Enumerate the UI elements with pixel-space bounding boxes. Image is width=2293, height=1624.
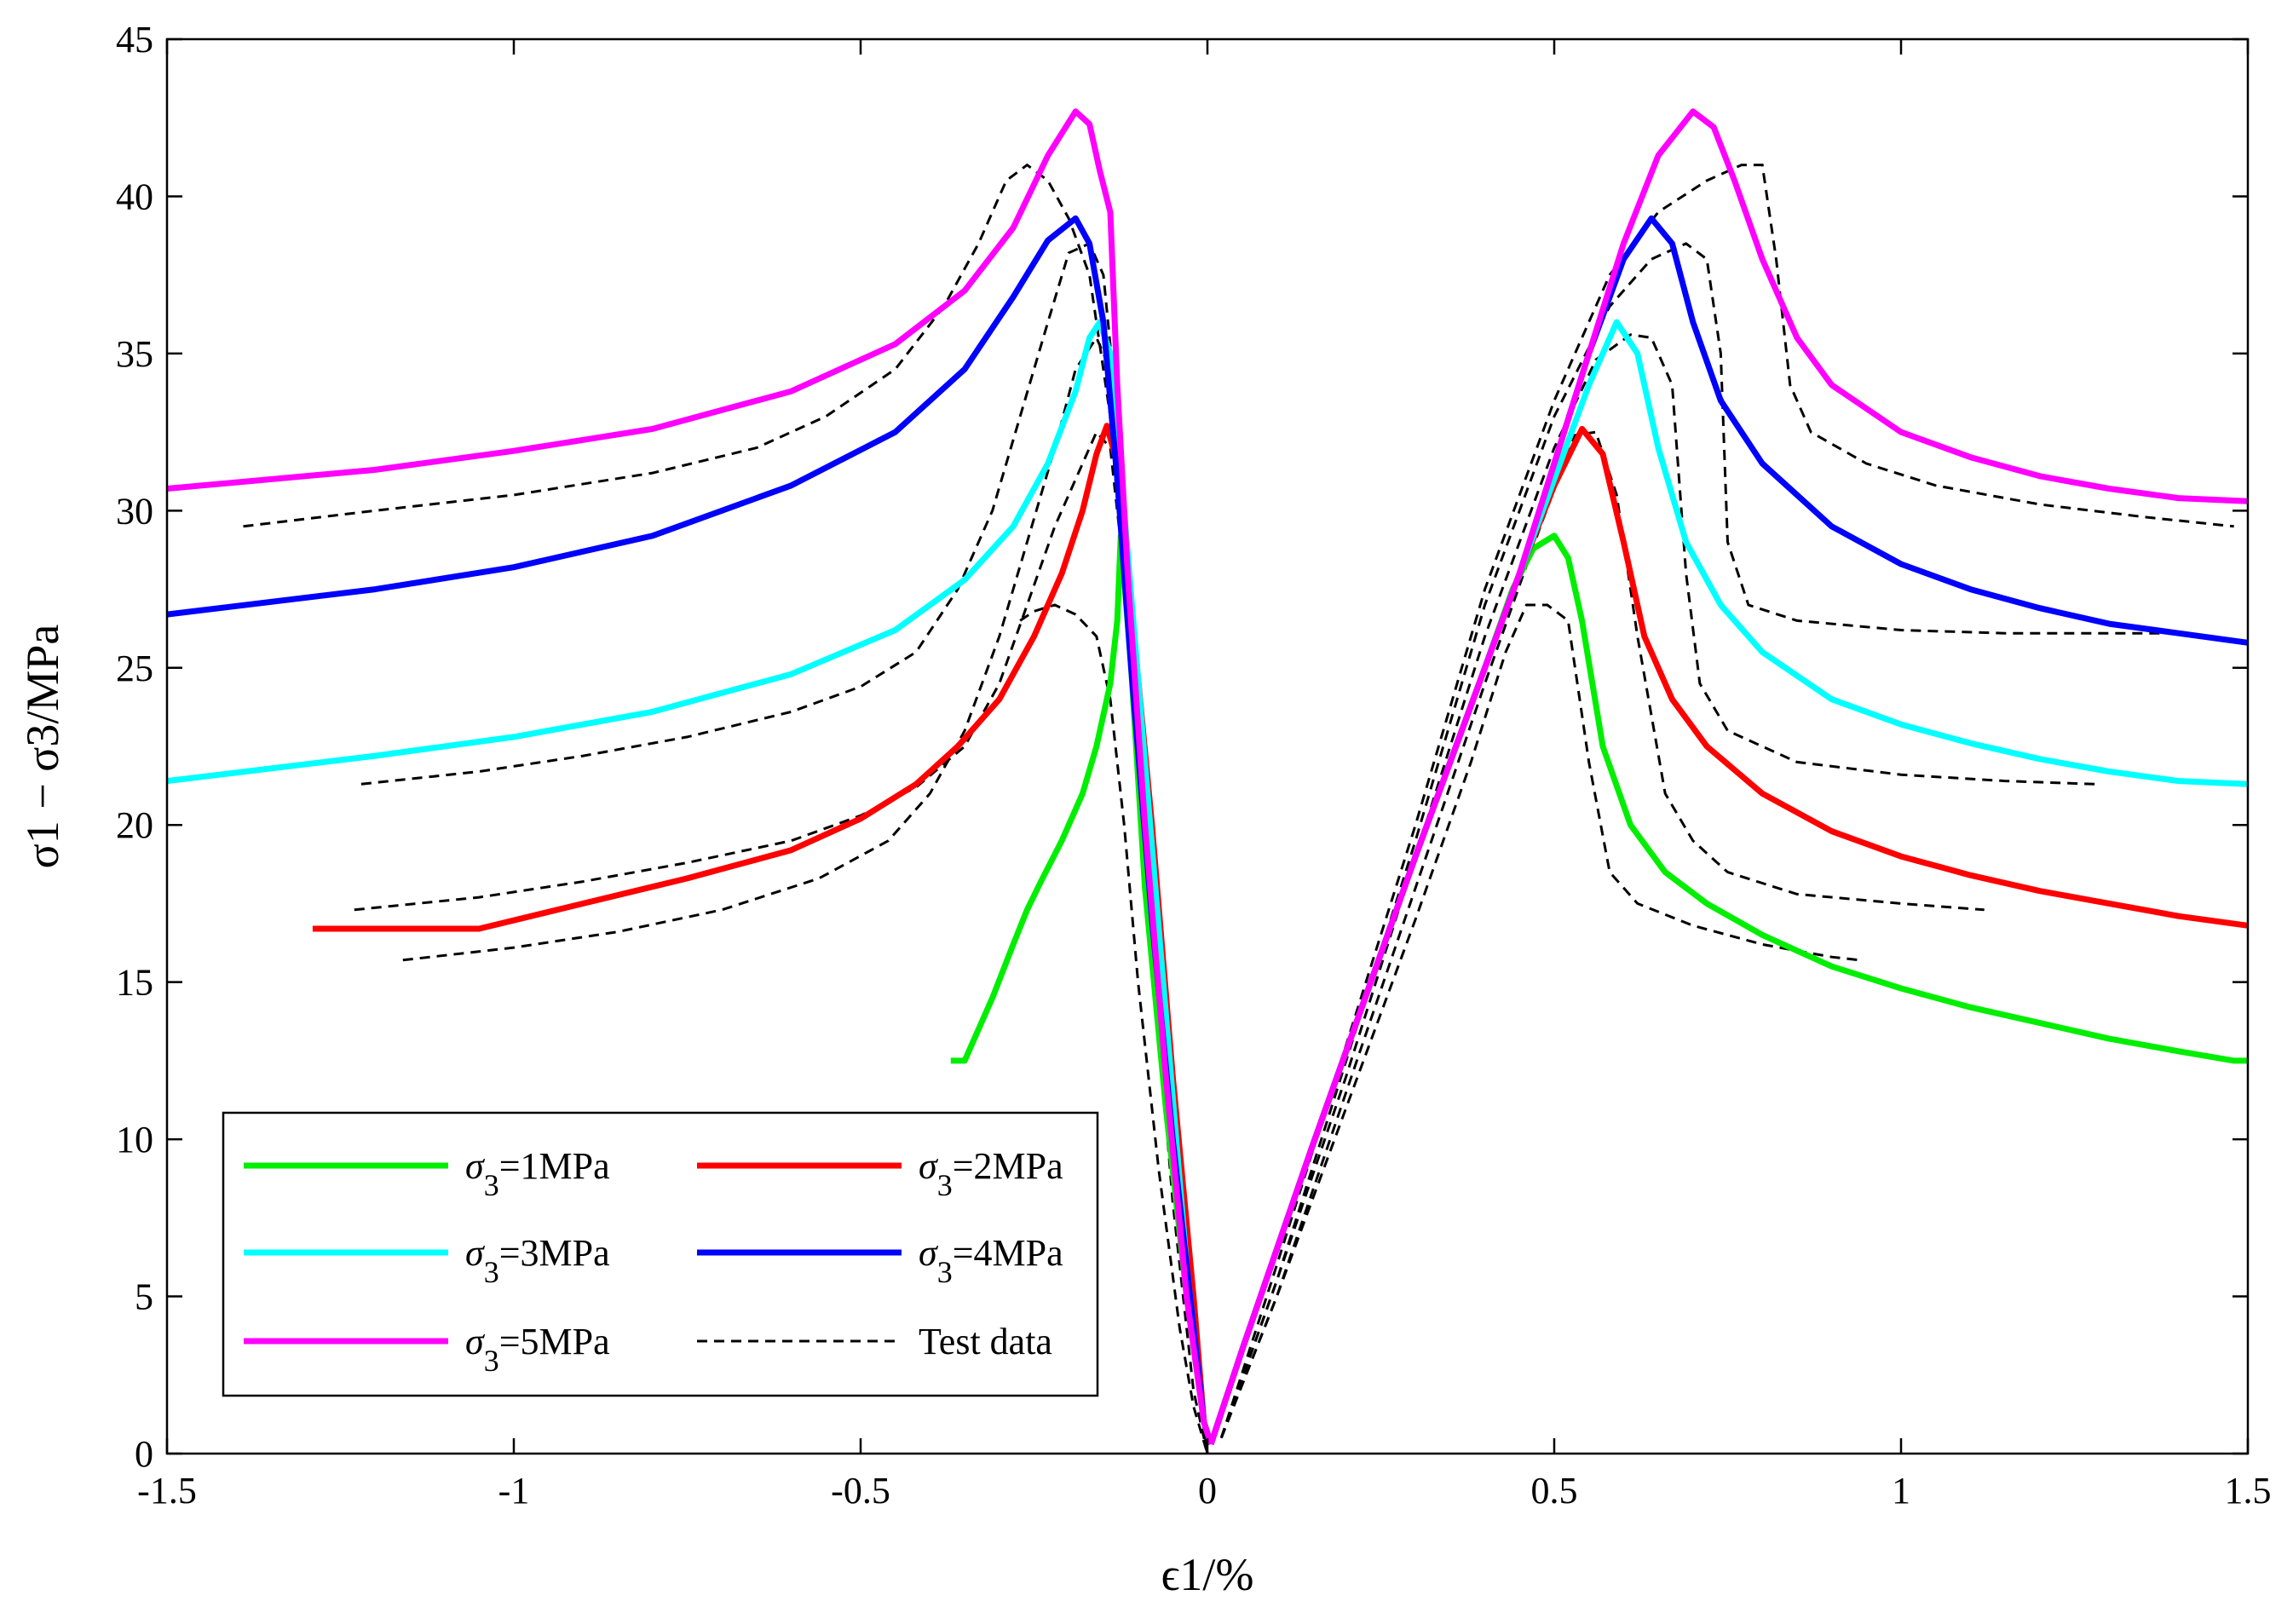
y-tick-label: 45 [116,19,153,60]
legend-subscript: 3 [937,1168,953,1202]
y-tick-label: 30 [116,490,153,532]
y-tick-label: 25 [116,648,153,689]
test-data-curve-postpeak [1219,242,2165,1439]
legend-sigma: σ [465,1145,486,1187]
x-tick-label: 0.5 [1531,1470,1578,1512]
test-data-curve-prepeak [1019,603,1209,1454]
legend-value: =4MPa [953,1232,1063,1274]
y-tick-label: 20 [116,804,153,846]
x-tick-label: -0.5 [831,1470,890,1512]
legend-label: σ3=1MPa [465,1145,610,1202]
series-line-left [166,108,1214,1445]
test-data-curve-postpeak [1219,164,2234,1439]
x-tick-label: 0 [1198,1470,1217,1512]
x-tick-label: -1 [498,1470,530,1512]
legend-value: =5MPa [499,1321,610,1362]
legend-label: σ3=4MPa [919,1232,1063,1289]
legend-subscript: 3 [484,1344,499,1378]
x-tick-labels: -1.5 -1 -0.5 0 0.5 1 1.5 [137,1470,2271,1512]
test-data-curve-postpeak [1219,603,1860,1439]
y-tick-label: 0 [135,1433,153,1475]
y-tick-label: 40 [116,176,153,217]
model-curves [166,108,2249,1445]
legend-value: =3MPa [499,1232,610,1274]
y-tick-label: 5 [135,1276,153,1318]
legend-sigma: σ [465,1232,486,1274]
legend-sigma: σ [919,1145,939,1187]
legend-label-test: Test data [919,1321,1052,1362]
legend-subscript: 3 [484,1255,499,1289]
legend-subscript: 3 [484,1168,499,1202]
series-line-right [1207,108,2249,1445]
y-tick-label: 35 [116,333,153,375]
legend-subscript: 3 [937,1255,953,1289]
test-data-curve-prepeak [243,163,1209,1454]
x-tick-label: 1 [1892,1470,1910,1512]
y-tick-labels: 0 5 10 15 20 25 30 35 40 45 [116,19,153,1475]
series-line-left [166,319,1214,1445]
x-tick-label: -1.5 [137,1470,197,1512]
legend-label: σ3=5MPa [465,1321,610,1378]
legend-value: =2MPa [953,1145,1063,1187]
legend-label: σ3=3MPa [465,1232,610,1289]
x-axis-label: ϵ1/% [1161,1549,1254,1600]
y-tick-label: 15 [116,962,153,1004]
legend-sigma: σ [465,1321,486,1362]
y-tick-label: 10 [116,1119,153,1160]
legend-value: =1MPa [499,1145,610,1187]
y-axis-label: σ1 − σ3/MPa [17,625,68,869]
x-tick-label: 1.5 [2225,1470,2272,1512]
legend-label: σ3=2MPa [919,1145,1063,1202]
axis-ticks [165,37,2250,1455]
legend-sigma: σ [919,1232,939,1274]
